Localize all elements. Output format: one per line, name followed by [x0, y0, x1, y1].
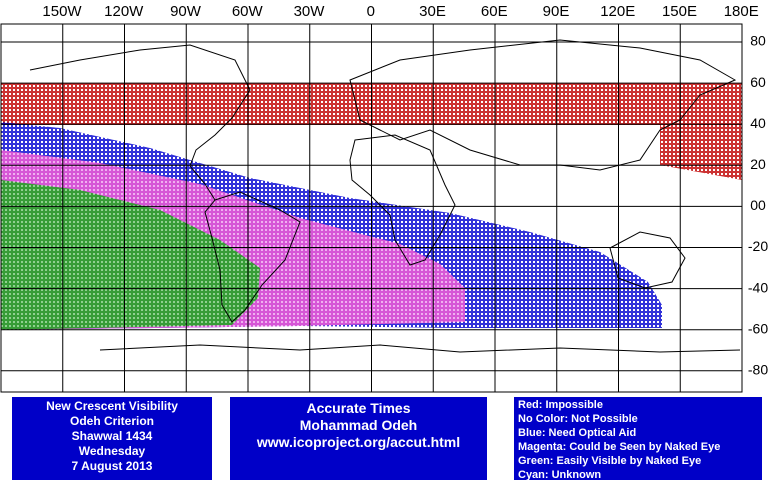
- box-line: 7 August 2013: [71, 459, 153, 473]
- box-line: Shawwal 1434: [71, 429, 153, 443]
- box-line: Accurate Times: [306, 400, 411, 416]
- longitude-label: 150E: [662, 3, 697, 20]
- box-line: Odeh Criterion: [69, 414, 154, 428]
- longitude-label: 0: [367, 3, 375, 20]
- box-line: Green: Easily Visible by Naked Eye: [518, 455, 702, 467]
- graticule: [0, 24, 743, 392]
- map: 150W 120W 90W 60W 30W 0 30E 60E 90E 120E 150E 180E 8…: [0, 3, 768, 393]
- longitude-label: 30W: [294, 3, 326, 20]
- longitude-label: 60W: [232, 3, 264, 20]
- latitude-label: 60: [750, 74, 766, 90]
- latitude-label: -40: [748, 279, 768, 295]
- info-box: New Crescent Visibility Odeh Criterion Sha…: [12, 397, 212, 480]
- box-line: Blue: Need Optical Aid: [518, 427, 637, 439]
- box-line: Cyan: Unknown: [518, 469, 602, 481]
- longitude-label: 90E: [543, 3, 570, 20]
- box-line: Magenta: Could be Seen by Naked Eye: [518, 441, 721, 453]
- longitude-label: 90W: [170, 3, 202, 20]
- box-line: New Crescent Visibility: [46, 399, 178, 413]
- latitude-label: 20: [750, 156, 766, 172]
- box-line: Wednesday: [78, 444, 146, 458]
- longitude-label: 30E: [419, 3, 446, 20]
- longitude-label: 180E: [724, 3, 759, 20]
- longitude-label: 150W: [42, 3, 82, 20]
- latitude-label: 00: [750, 197, 766, 213]
- longitude-label: 120W: [104, 3, 144, 20]
- times-box: Accurate Times Mohammad Odeh www.icoprojec…: [230, 397, 487, 480]
- latitude-label: -20: [748, 238, 768, 254]
- coastlines: [29, 39, 741, 353]
- legend-box: Red: Impossible No Color: Not Possible Blu…: [514, 397, 762, 481]
- box-line: Mohammad Odeh: [299, 417, 418, 433]
- longitude-label: 120E: [600, 3, 635, 20]
- box-line: www.icoproject.org/accut.html: [256, 434, 461, 450]
- latitude-label: -80: [748, 362, 768, 378]
- latitude-label: 80: [750, 33, 766, 49]
- zone-easily-visible: [1, 180, 260, 330]
- latitude-label: -60: [748, 320, 768, 336]
- latitude-label: 40: [750, 115, 766, 131]
- box-line: Red: Impossible: [518, 399, 603, 411]
- box-line: No Color: Not Possible: [518, 413, 638, 425]
- longitude-label: 60E: [481, 3, 508, 20]
